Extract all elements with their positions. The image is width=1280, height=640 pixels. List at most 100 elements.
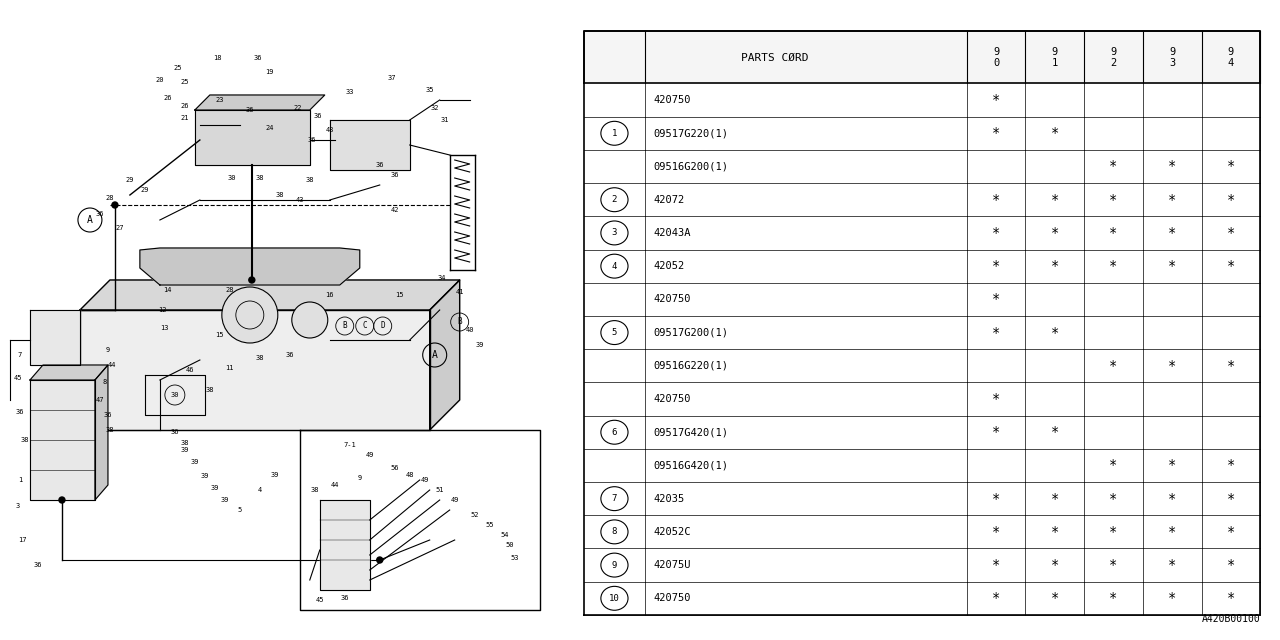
Circle shape <box>376 557 383 563</box>
Text: *: * <box>1226 558 1235 572</box>
Text: 44: 44 <box>330 482 339 488</box>
Text: PARTS CØRD: PARTS CØRD <box>741 52 809 62</box>
Text: *: * <box>1167 525 1176 539</box>
Bar <box>584 382 1261 415</box>
Text: A: A <box>87 215 93 225</box>
Bar <box>584 349 1261 382</box>
Text: 5: 5 <box>238 507 242 513</box>
Text: 15: 15 <box>215 332 224 338</box>
Polygon shape <box>195 110 310 165</box>
Polygon shape <box>95 365 108 500</box>
Text: 24: 24 <box>265 125 274 131</box>
Text: 38: 38 <box>256 355 264 361</box>
Text: 38: 38 <box>256 175 264 181</box>
Text: 50: 50 <box>506 542 513 548</box>
Text: 52: 52 <box>471 512 479 518</box>
Text: B: B <box>457 317 462 326</box>
Bar <box>584 482 1261 515</box>
Text: 09517G220(1): 09517G220(1) <box>654 128 728 138</box>
Bar <box>584 548 1261 582</box>
Text: *: * <box>1051 525 1059 539</box>
Text: 39: 39 <box>270 472 279 478</box>
Text: *: * <box>1051 193 1059 207</box>
Polygon shape <box>320 500 370 590</box>
Text: 51: 51 <box>435 487 444 493</box>
Bar <box>584 83 1261 116</box>
Text: *: * <box>992 558 1000 572</box>
Text: 33: 33 <box>346 89 355 95</box>
Text: *: * <box>1110 492 1117 506</box>
Text: 420750: 420750 <box>654 294 691 305</box>
Text: 46: 46 <box>186 367 195 373</box>
Text: 36: 36 <box>15 409 24 415</box>
Polygon shape <box>29 310 79 365</box>
Text: 56: 56 <box>390 465 399 471</box>
Text: *: * <box>1167 492 1176 506</box>
Text: *: * <box>1226 359 1235 372</box>
Bar <box>584 415 1261 449</box>
Text: 42035: 42035 <box>654 493 685 504</box>
Text: 32: 32 <box>430 105 439 111</box>
Circle shape <box>221 287 278 343</box>
Text: 31: 31 <box>440 117 449 123</box>
Text: *: * <box>1110 226 1117 240</box>
Text: D: D <box>380 321 385 330</box>
Text: *: * <box>1167 558 1176 572</box>
Text: 12: 12 <box>159 307 168 313</box>
Text: 38: 38 <box>106 427 114 433</box>
Text: 36: 36 <box>33 562 42 568</box>
Text: 38: 38 <box>275 192 284 198</box>
Text: *: * <box>992 326 1000 340</box>
Text: 14: 14 <box>164 287 172 293</box>
Text: *: * <box>1226 591 1235 605</box>
Text: 36: 36 <box>285 352 294 358</box>
Text: 9: 9 <box>612 561 617 570</box>
Bar <box>584 250 1261 283</box>
Text: 39: 39 <box>211 485 219 491</box>
Text: *: * <box>1051 591 1059 605</box>
Text: *: * <box>992 492 1000 506</box>
Text: *: * <box>1167 359 1176 372</box>
Text: *: * <box>1226 226 1235 240</box>
Text: 1: 1 <box>18 477 22 483</box>
Text: *: * <box>1110 591 1117 605</box>
Text: 09516G200(1): 09516G200(1) <box>654 161 728 172</box>
Text: 36: 36 <box>340 595 349 601</box>
Text: *: * <box>1226 492 1235 506</box>
Text: 30: 30 <box>228 175 236 181</box>
Text: 36: 36 <box>170 429 179 435</box>
Text: 49: 49 <box>451 497 460 503</box>
Polygon shape <box>430 280 460 430</box>
Text: 37: 37 <box>388 75 396 81</box>
Text: 25: 25 <box>180 79 189 85</box>
Text: 49: 49 <box>420 477 429 483</box>
Text: *: * <box>1226 458 1235 472</box>
Text: 55: 55 <box>485 522 494 528</box>
Text: 42: 42 <box>390 207 399 213</box>
Text: *: * <box>1110 193 1117 207</box>
Text: *: * <box>1051 558 1059 572</box>
Text: 36: 36 <box>104 412 113 418</box>
Text: *: * <box>1051 259 1059 273</box>
Text: 420750: 420750 <box>654 95 691 105</box>
Text: 23: 23 <box>215 97 224 103</box>
Text: 36: 36 <box>314 113 323 119</box>
Polygon shape <box>79 280 460 310</box>
Text: 09516G420(1): 09516G420(1) <box>654 460 728 470</box>
Text: 36: 36 <box>390 172 399 178</box>
Text: 38: 38 <box>206 387 214 393</box>
Text: 36: 36 <box>375 162 384 168</box>
Circle shape <box>111 202 118 208</box>
Text: 49: 49 <box>366 452 374 458</box>
Text: 36: 36 <box>96 211 104 217</box>
Text: 42075U: 42075U <box>654 560 691 570</box>
Bar <box>584 515 1261 548</box>
Bar <box>584 31 1261 83</box>
Text: *: * <box>1167 226 1176 240</box>
Text: *: * <box>1110 558 1117 572</box>
Text: 13: 13 <box>160 325 169 331</box>
Polygon shape <box>330 120 410 170</box>
Text: *: * <box>1110 525 1117 539</box>
Text: 09516G220(1): 09516G220(1) <box>654 361 728 371</box>
Text: 10: 10 <box>609 594 620 603</box>
